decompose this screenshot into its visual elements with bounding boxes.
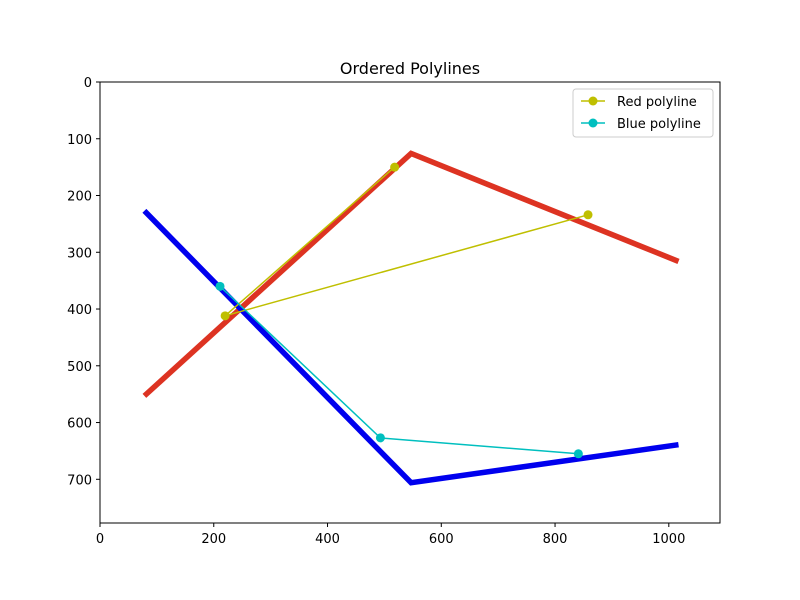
y-tick-label-4: 400 — [67, 303, 92, 318]
thick-polyline-0 — [142, 150, 680, 398]
series-0-point-0 — [390, 162, 400, 172]
y-tick-label-5: 500 — [67, 360, 92, 375]
chart-title: Ordered Polylines — [340, 59, 480, 78]
series-line-1 — [219, 285, 579, 455]
legend-swatch-marker-1 — [588, 118, 598, 128]
plot-area — [142, 150, 680, 486]
legend: Red polyline Blue polyline — [572, 88, 714, 138]
series-1-point-2 — [573, 449, 583, 459]
x-tick-label-2: 400 — [315, 532, 340, 547]
series-1-point-1 — [375, 433, 385, 443]
series-line-0 — [224, 166, 589, 317]
y-tick-label-3: 300 — [67, 246, 92, 261]
y-tick-label-2: 200 — [67, 190, 92, 205]
axes: 0 200 400 600 800 1000 0 100 200 300 400 500 600 700 — [67, 76, 721, 547]
series-0-point-2 — [583, 210, 593, 220]
x-tick-label-1: 200 — [201, 532, 226, 547]
legend-label-1: Blue polyline — [617, 117, 701, 132]
x-tick-label-0: 0 — [96, 532, 104, 547]
y-tick-label-6: 600 — [67, 417, 92, 432]
y-tick-label-1: 100 — [67, 133, 92, 148]
legend-swatch-marker-0 — [588, 96, 598, 106]
y-tick-label-7: 700 — [67, 473, 92, 488]
x-tick-label-3: 600 — [429, 532, 454, 547]
thick-polyline-1 — [142, 208, 679, 486]
y-tick-label-0: 0 — [84, 76, 92, 91]
x-tick-label-5: 1000 — [652, 532, 685, 547]
x-tick-label-4: 800 — [543, 532, 568, 547]
series-1-point-0 — [215, 281, 225, 291]
legend-box — [572, 88, 714, 138]
series-0-point-1 — [220, 311, 230, 321]
plot-content — [142, 150, 680, 486]
legend-label-0: Red polyline — [617, 95, 697, 110]
plot-frame — [99, 81, 721, 524]
